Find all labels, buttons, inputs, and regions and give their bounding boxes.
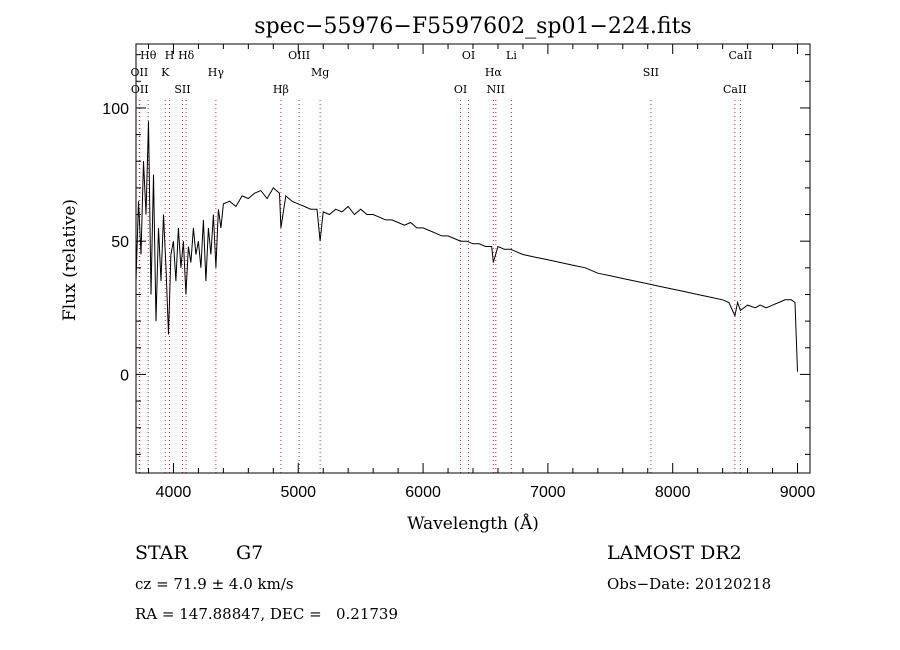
spectral-line-label: OII bbox=[131, 66, 149, 79]
spectral-line-label: OIII bbox=[288, 49, 310, 62]
spectral-line-label: K bbox=[161, 66, 170, 79]
spectral-line-label: Hβ bbox=[273, 83, 289, 96]
plot-frame bbox=[135, 43, 811, 474]
spectral-line-label: Mg bbox=[311, 66, 329, 79]
object-class: STAR bbox=[135, 542, 188, 564]
spectral-line-label: OI bbox=[454, 83, 467, 96]
x-tick-label: 6000 bbox=[405, 484, 441, 501]
survey-label: LAMOST DR2 bbox=[607, 542, 742, 564]
spectral-line-label: OII bbox=[131, 83, 149, 96]
spectral-line-label: CaII bbox=[729, 49, 753, 62]
spectrum-series-line bbox=[135, 121, 798, 372]
x-axis-title: Wavelength (Å) bbox=[407, 513, 539, 534]
spectral-line-label: Li bbox=[506, 49, 517, 62]
x-tick-label: 8000 bbox=[655, 484, 691, 501]
spectral-line-label: Hγ bbox=[208, 66, 225, 79]
spectral-line-label: H bbox=[165, 49, 175, 62]
observation-date: Obs−Date: 20120218 bbox=[607, 575, 772, 593]
redshift-text: cz = 71.9 ± 4.0 km/s bbox=[135, 575, 294, 593]
x-axis: 4000 5000 6000 7000 8000 9000 bbox=[147, 44, 816, 501]
chart-title: spec−55976−F5597602_sp01−224.fits bbox=[254, 14, 691, 39]
spectral-line-label: Hθ bbox=[140, 49, 157, 62]
y-axis: 0 50 100 bbox=[102, 54, 810, 455]
spectral-line-label: CaII bbox=[723, 83, 747, 96]
spectral-line-label: Hα bbox=[485, 66, 503, 79]
spectral-line-label: Hδ bbox=[178, 49, 195, 62]
x-tick-label: 7000 bbox=[530, 484, 566, 501]
spectral-line-label: SII bbox=[643, 66, 659, 79]
y-tick-label: 100 bbox=[102, 101, 129, 118]
y-tick-label: 0 bbox=[120, 367, 129, 384]
y-axis-title: Flux (relative) bbox=[60, 199, 80, 321]
y-tick-label: 50 bbox=[111, 234, 129, 251]
spectral-line-label: OI bbox=[462, 49, 475, 62]
x-tick-label: 9000 bbox=[780, 484, 816, 501]
x-tick-label: 4000 bbox=[156, 484, 192, 501]
coordinates-text: RA = 147.88847, DEC = 0.21739 bbox=[135, 605, 399, 623]
spectral-line-label: NII bbox=[487, 83, 505, 96]
x-tick-label: 5000 bbox=[280, 484, 316, 501]
object-subclass: G7 bbox=[236, 542, 264, 564]
spectral-line-label: SII bbox=[174, 83, 190, 96]
